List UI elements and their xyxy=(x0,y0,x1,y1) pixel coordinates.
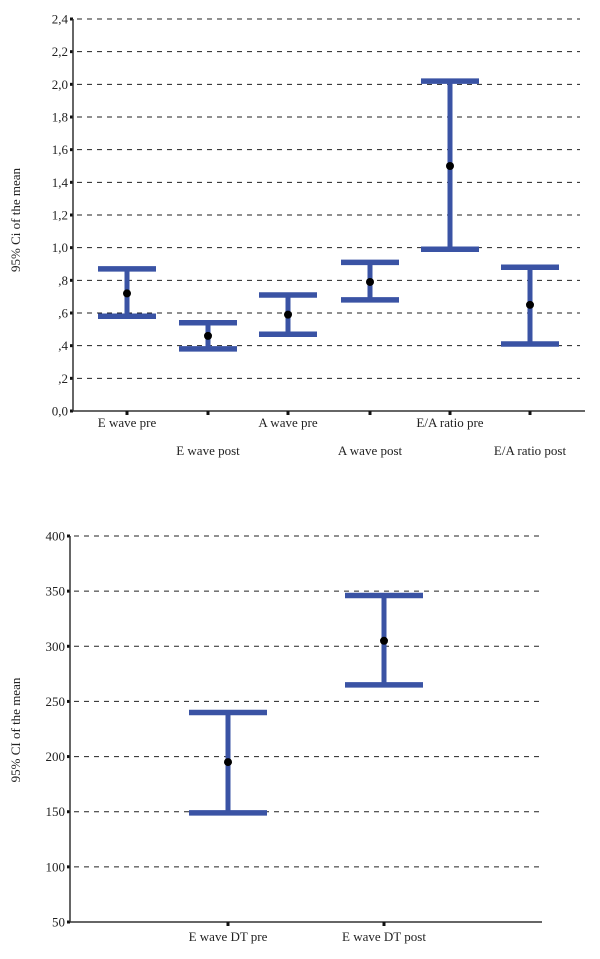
y-tick-mark xyxy=(67,865,70,869)
y-tick-label: 400 xyxy=(46,529,66,544)
x-tick-mark xyxy=(286,411,290,415)
mean-point xyxy=(380,636,388,645)
y-tick-mark xyxy=(67,589,70,593)
y-tick-mark xyxy=(70,82,73,86)
x-category-label: E/A ratio post xyxy=(494,443,567,458)
y-tick-label: 1,8 xyxy=(52,110,68,125)
mean-point xyxy=(284,310,292,319)
y-tick-mark xyxy=(67,810,70,814)
y-tick-label: 1,2 xyxy=(52,208,68,223)
y-tick-mark xyxy=(70,50,73,54)
mean-point xyxy=(366,277,374,286)
y-tick-mark xyxy=(70,278,73,282)
y-tick-label: ,2 xyxy=(58,371,68,386)
x-category-label: E wave DT pre xyxy=(189,929,268,944)
x-category-label: E/A ratio pre xyxy=(416,415,483,430)
y-tick-label: 150 xyxy=(46,804,66,819)
y-tick-label: 2,2 xyxy=(52,44,68,59)
y-tick-mark xyxy=(67,755,70,759)
y-tick-mark xyxy=(67,534,70,538)
mean-point xyxy=(204,331,212,340)
y-tick-label: 350 xyxy=(46,584,66,599)
y-tick-mark xyxy=(70,311,73,315)
x-category-label: A wave pre xyxy=(258,415,317,430)
y-tick-mark xyxy=(70,344,73,348)
y-tick-label: 100 xyxy=(46,859,66,874)
mean-point xyxy=(446,162,454,170)
mean-point xyxy=(123,289,131,298)
y-tick-mark xyxy=(70,246,73,250)
y-tick-mark xyxy=(70,115,73,119)
y-tick-label: 50 xyxy=(52,915,65,930)
y-tick-label: 2,0 xyxy=(52,77,68,92)
y-tick-label: 1,4 xyxy=(52,175,69,190)
x-tick-mark xyxy=(528,411,532,415)
x-tick-mark xyxy=(206,411,210,415)
y-tick-label: 250 xyxy=(46,694,66,709)
x-category-label: E wave DT post xyxy=(342,929,426,944)
y-tick-label: ,8 xyxy=(58,273,68,288)
y-tick-label: ,4 xyxy=(58,338,68,353)
y-tick-mark xyxy=(67,920,70,924)
x-tick-mark xyxy=(226,922,230,926)
y-tick-label: ,6 xyxy=(58,306,68,321)
mean-point xyxy=(526,300,534,309)
y-tick-mark xyxy=(70,409,73,413)
chart-ea-waves: 0,0 ,2 ,4 ,6 ,8 1,0 1,2 1,4 1,6 1,8 2,0 2,2 2,4 95% C… xyxy=(8,12,585,458)
y-tick-mark xyxy=(67,644,70,648)
y-axis-title: 95% Ci of the mean xyxy=(8,168,23,272)
y-tick-mark xyxy=(70,17,73,21)
x-tick-mark xyxy=(382,922,386,926)
y-tick-label: 200 xyxy=(46,749,66,764)
y-tick-mark xyxy=(67,699,70,703)
mean-point xyxy=(224,758,232,767)
x-category-label: E wave pre xyxy=(98,415,157,430)
y-axis-title: 95% CI of the mean xyxy=(8,677,23,782)
x-tick-mark xyxy=(125,411,129,415)
y-tick-label: 300 xyxy=(46,639,66,654)
y-tick-mark xyxy=(70,148,73,152)
y-tick-label: 2,4 xyxy=(52,12,69,27)
x-tick-mark xyxy=(448,411,452,415)
x-tick-mark xyxy=(368,411,372,415)
y-tick-label: 1,0 xyxy=(52,240,68,255)
y-tick-mark xyxy=(70,376,73,380)
y-tick-mark xyxy=(70,180,73,184)
y-tick-mark xyxy=(70,213,73,217)
y-tick-label: 0,0 xyxy=(52,404,68,419)
y-tick-label: 1,6 xyxy=(52,142,69,157)
x-category-label: A wave post xyxy=(338,443,403,458)
x-category-label: E wave post xyxy=(176,443,240,458)
